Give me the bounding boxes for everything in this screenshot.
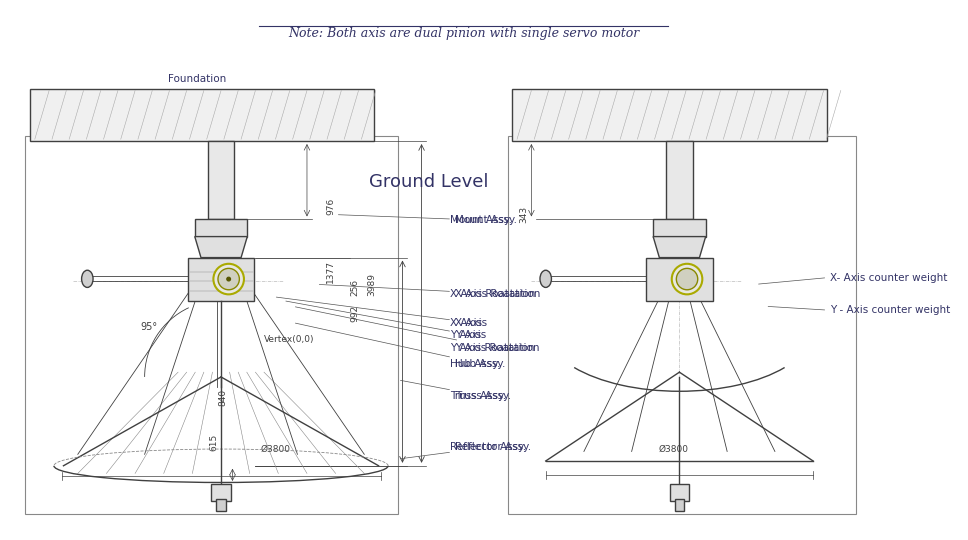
Polygon shape — [195, 237, 247, 258]
Bar — [675, 499, 684, 511]
Text: 615: 615 — [209, 434, 218, 451]
Text: Mount Assy.: Mount Assy. — [450, 215, 512, 225]
Text: Reflector Assy.: Reflector Assy. — [450, 442, 527, 451]
Ellipse shape — [81, 270, 93, 287]
Text: Note: Both axis are dual pinion with single servo motor: Note: Both axis are dual pinion with sin… — [287, 26, 639, 39]
Text: 976: 976 — [326, 198, 335, 214]
Circle shape — [677, 268, 698, 290]
Text: Foundation: Foundation — [168, 74, 227, 84]
Text: Mount Assy.: Mount Assy. — [339, 215, 517, 225]
Bar — [216, 499, 226, 511]
Text: Reflector Assy.: Reflector Assy. — [401, 442, 531, 458]
Bar — [653, 219, 706, 237]
Text: 343: 343 — [519, 206, 529, 223]
Text: Y Axis: Y Axis — [286, 301, 486, 340]
Text: Hub Assy.: Hub Assy. — [295, 323, 505, 369]
Text: Y Axis: Y Axis — [450, 330, 481, 340]
Bar — [30, 89, 374, 141]
Text: Truss Assy.: Truss Assy. — [450, 391, 506, 401]
Bar — [670, 484, 689, 501]
Text: 1377: 1377 — [326, 260, 335, 284]
Text: Y Axis Roatation: Y Axis Roatation — [450, 343, 534, 353]
Text: Ground Level: Ground Level — [369, 173, 489, 191]
Bar — [211, 484, 230, 501]
Text: Truss Assy.: Truss Assy. — [401, 380, 511, 401]
Text: Hub Assy.: Hub Assy. — [450, 359, 500, 369]
Circle shape — [218, 268, 239, 290]
Bar — [208, 141, 234, 219]
Text: X Axis Roatation: X Axis Roatation — [319, 285, 540, 299]
Text: X- Axis counter weight: X- Axis counter weight — [831, 273, 948, 282]
Text: Ø3800: Ø3800 — [658, 445, 688, 454]
Bar — [666, 141, 693, 219]
Text: Vertex(0,0): Vertex(0,0) — [264, 335, 315, 343]
Circle shape — [672, 264, 703, 294]
Circle shape — [227, 277, 230, 281]
Bar — [195, 219, 247, 237]
Text: 840: 840 — [219, 388, 227, 406]
Text: Ø3800: Ø3800 — [260, 445, 290, 454]
Text: Y Axis Roatation: Y Axis Roatation — [295, 307, 539, 353]
Bar — [646, 258, 712, 301]
Bar — [512, 89, 828, 141]
Bar — [188, 258, 255, 301]
Text: X Axis Roatation: X Axis Roatation — [450, 289, 535, 299]
Bar — [25, 136, 398, 514]
Text: X Axis: X Axis — [276, 297, 487, 328]
Text: 256: 256 — [350, 279, 359, 296]
Text: 95°: 95° — [140, 322, 158, 332]
Text: Y - Axis counter weight: Y - Axis counter weight — [831, 305, 951, 315]
Circle shape — [213, 264, 244, 294]
Text: X Axis: X Axis — [450, 318, 482, 328]
Polygon shape — [653, 237, 706, 258]
Ellipse shape — [540, 270, 552, 287]
Text: 992: 992 — [350, 305, 359, 321]
Bar — [507, 136, 856, 514]
Text: 3989: 3989 — [368, 273, 377, 296]
